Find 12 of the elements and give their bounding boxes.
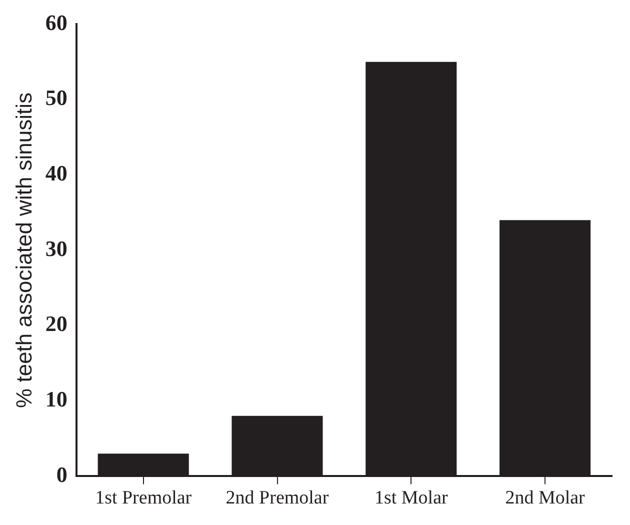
x-tick-label: 1st Premolar bbox=[95, 488, 192, 509]
y-tick-label: 60 bbox=[45, 10, 68, 35]
x-tick-label: 2nd Molar bbox=[505, 488, 586, 509]
y-tick-label: 30 bbox=[45, 236, 68, 261]
y-tick-label: 20 bbox=[45, 311, 68, 336]
y-tick-label: 50 bbox=[45, 85, 68, 110]
x-tick-label: 1st Molar bbox=[374, 488, 448, 509]
y-axis-title: % teeth associated with sinusitis bbox=[11, 92, 36, 408]
y-tick-label: 0 bbox=[56, 462, 68, 487]
y-tick-label: 40 bbox=[45, 160, 68, 186]
y-tick-label: 10 bbox=[45, 386, 68, 412]
x-tick-label: 2nd Premolar bbox=[226, 488, 330, 509]
